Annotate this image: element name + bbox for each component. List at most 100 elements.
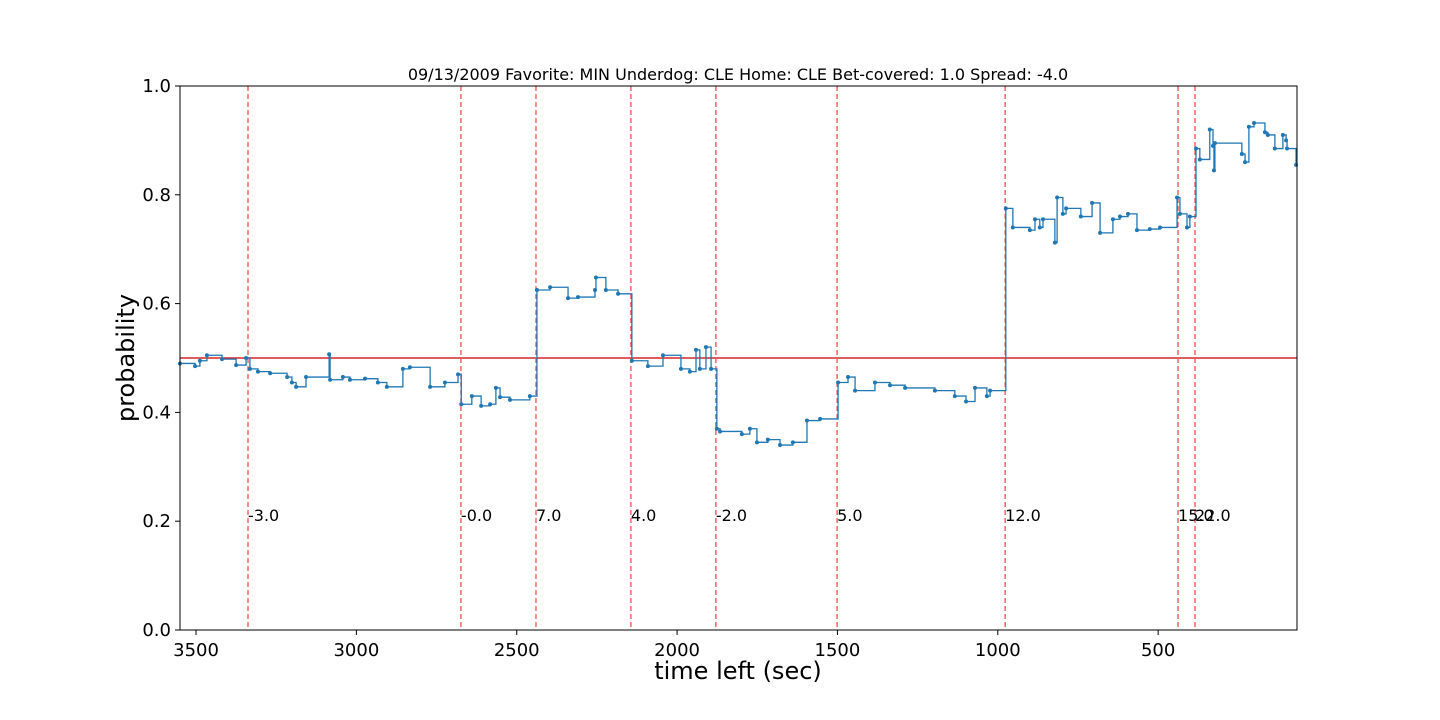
annotation: -3.0 [248,506,279,525]
data-point [903,385,908,390]
data-point [1158,225,1163,230]
data-point [1125,211,1130,216]
y-tick-label: 1.0 [142,76,171,97]
data-point [804,418,809,423]
annotation: 5.0 [837,506,862,525]
data-point [1284,138,1289,143]
annotation: 12.0 [1005,506,1041,525]
data-point [347,377,352,382]
data-point [592,288,597,292]
annotation: -0.0 [461,506,492,525]
data-point [629,358,634,363]
data-point [534,288,539,292]
data-point [1207,127,1212,132]
data-point [709,366,714,371]
data-point [197,358,202,363]
data-point [846,375,851,380]
data-point [697,366,702,371]
data-point [204,353,209,358]
data-point [548,285,553,290]
data-point [1262,130,1267,135]
chart-title: 09/13/2009 Favorite: MIN Underdog: CLE H… [408,65,1068,84]
data-point [375,380,380,385]
plot-frame [179,85,1298,631]
data-point [575,295,580,300]
data-point [1187,214,1192,219]
data-point [714,426,719,431]
data-point [765,437,770,442]
data-point [952,394,957,399]
data-point [1010,225,1015,230]
data-point [593,275,598,280]
y-tick-label: 0.2 [142,511,171,532]
annotation: 15.0 [1178,506,1214,525]
data-point [988,388,993,393]
data-point [566,296,571,301]
data-point [645,364,650,369]
data-point [304,375,309,380]
data-point [964,399,969,404]
data-point [479,403,484,408]
x-tick-label: 3000 [333,640,379,661]
x-tick-label: 2500 [494,640,540,661]
data-point [747,426,752,431]
x-tick-label: 1000 [975,640,1021,661]
data-point [442,380,447,385]
data-point [1037,225,1042,230]
data-point [1134,228,1139,233]
data-point [340,375,345,380]
data-point [1090,200,1095,205]
data-point [1055,195,1060,200]
data-point [984,394,989,399]
data-point [469,394,474,399]
annotation: 4.0 [631,506,656,525]
data-point [407,365,412,370]
data-point [289,380,294,385]
data-point [694,347,699,352]
data-point [328,377,333,382]
data-point [1147,227,1152,232]
data-point [778,443,783,448]
data-point [459,402,464,407]
data-point [1193,146,1198,151]
data-point [1032,217,1037,222]
data-point [1041,217,1046,222]
annotation: -2.0 [716,506,747,525]
data-point [853,388,858,393]
data-point [498,395,503,400]
data-point [603,288,608,292]
data-point [268,371,273,376]
data-point [400,366,405,371]
data-point [790,440,795,445]
data-point [363,376,368,381]
annotation: 7.0 [536,506,561,525]
data-point [703,345,708,350]
data-point [616,291,621,296]
data-point [836,380,841,385]
data-point [1177,211,1182,216]
data-point [493,385,498,390]
x-tick-label: 2000 [654,640,700,661]
data-point [932,388,937,393]
data-point [687,369,692,374]
y-axis-label: probability [112,294,140,422]
data-point [428,384,433,389]
data-point [244,356,249,360]
data-point [1098,230,1103,235]
data-point [1064,206,1069,211]
data-point [1117,214,1122,219]
annotation: 22.0 [1195,506,1231,525]
data-point [973,385,978,390]
data-point [1239,152,1244,156]
data-point [384,384,389,389]
data-point [193,364,198,369]
data-point [285,375,290,380]
data-point [1052,240,1057,245]
data-point [1197,157,1202,162]
data-point [220,357,225,362]
data-point [456,372,461,377]
data-point [1003,206,1008,211]
data-point [660,353,665,358]
data-point [255,369,260,374]
